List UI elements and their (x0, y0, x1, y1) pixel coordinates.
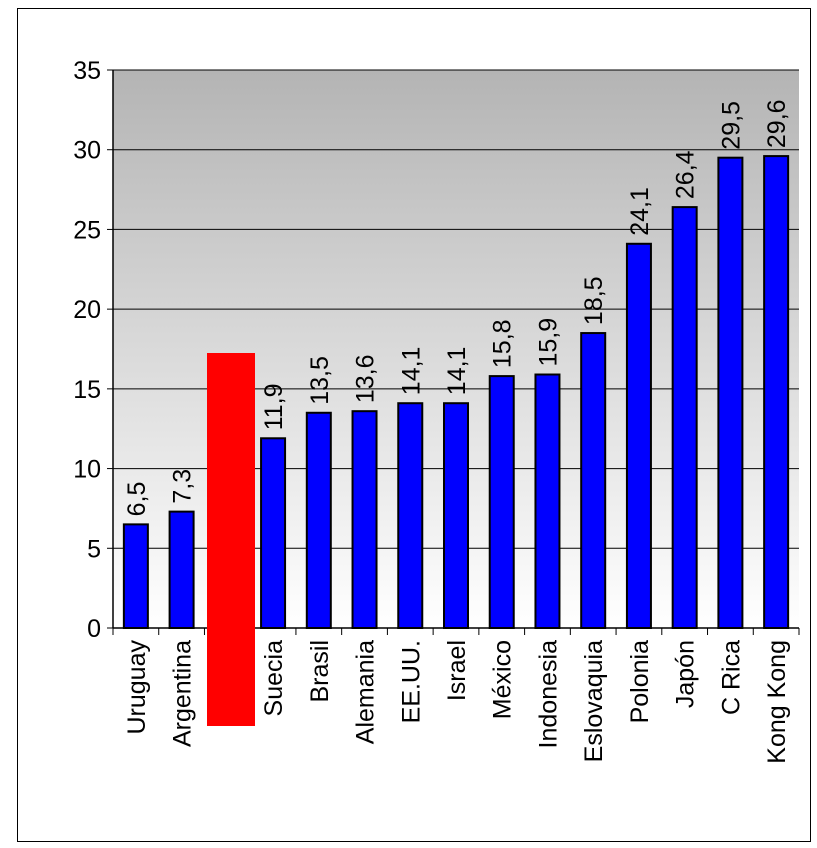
data-label: 15,9 (534, 318, 562, 367)
y-tick-label: 25 (73, 216, 101, 244)
y-tick-label: 20 (73, 296, 101, 324)
data-label: 13,5 (306, 356, 334, 405)
redaction-box (207, 353, 255, 726)
data-label: 14,1 (443, 347, 471, 396)
data-label: 26,4 (672, 150, 700, 199)
data-label: 6,5 (123, 482, 151, 517)
bar (168, 510, 195, 630)
data-label: 24,1 (626, 187, 654, 236)
bar (443, 402, 469, 629)
bar (305, 411, 332, 629)
bar (580, 332, 607, 629)
x-tick-label: Kong Kong (763, 640, 791, 764)
y-tick-label: 0 (87, 615, 101, 643)
y-tick-label: 10 (73, 456, 101, 484)
y-tick-labels: 0 5 10 15 20 25 30 35 (73, 57, 101, 643)
bar (488, 375, 515, 629)
data-label: 18,5 (580, 276, 608, 325)
x-tick-label: México (489, 640, 517, 719)
x-tick-label: Israel (443, 640, 471, 701)
y-tick-label: 5 (87, 535, 101, 563)
data-label: 29,5 (717, 101, 745, 150)
bar (260, 437, 287, 629)
bar (625, 242, 652, 630)
data-label: 14,1 (397, 347, 425, 396)
data-label: 7,3 (169, 469, 197, 504)
x-tick-label: EE.UU. (397, 640, 425, 723)
bar (122, 523, 149, 629)
bar (534, 373, 561, 629)
bar (763, 155, 790, 629)
data-labels: 6,5 7,3 11,9 13,5 13,6 14,1 14,1 15,8 15,9 18,5 24… (123, 99, 791, 516)
data-label: 29,6 (763, 99, 791, 148)
x-tick-label: C Rica (717, 640, 745, 715)
x-tick-labels: Uruguay Argentina Suecia Brasil Alemania EE.U… (123, 640, 791, 764)
x-tick-label: Alemania (352, 640, 380, 744)
y-tick-label: 30 (73, 137, 101, 165)
x-tick-label: Eslovaquia (580, 640, 608, 762)
x-tick-label: Japón (672, 640, 700, 708)
data-label: 15,8 (489, 319, 517, 368)
x-tick-label: Brasil (306, 640, 334, 703)
x-tick-label: Polonia (626, 640, 654, 723)
y-tick-label: 15 (73, 376, 101, 404)
data-label: 13,6 (352, 355, 380, 404)
bar (717, 156, 744, 630)
data-label: 11,9 (260, 383, 288, 430)
x-tick-label: Uruguay (123, 640, 151, 735)
y-tick-label: 35 (73, 57, 101, 85)
x-tick-label: Indonesia (534, 640, 562, 749)
x-tick-label: Suecia (260, 640, 288, 717)
bar (397, 402, 424, 629)
bar (351, 410, 378, 630)
bar (671, 206, 698, 629)
x-tick-label: Argentina (169, 640, 197, 747)
